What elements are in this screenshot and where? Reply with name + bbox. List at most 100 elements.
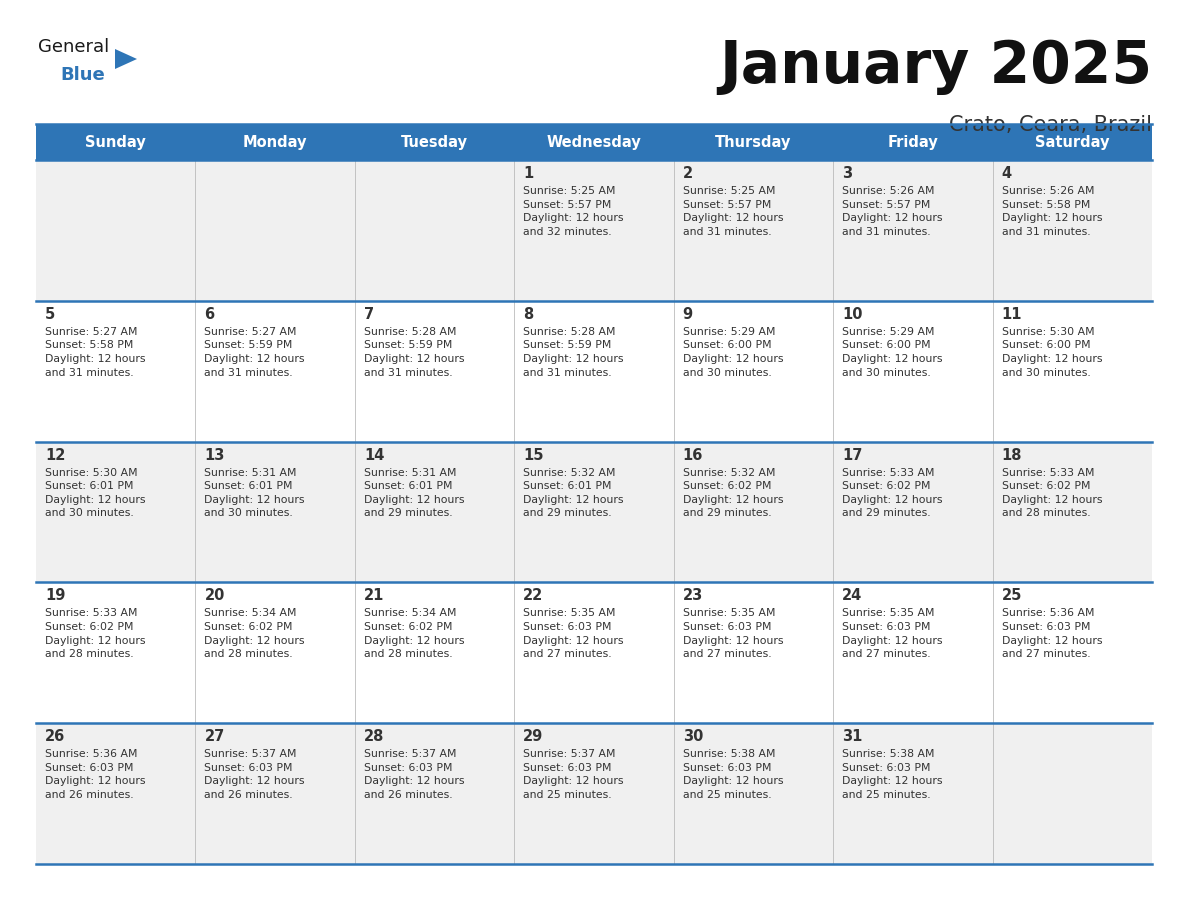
Text: 3: 3 [842,166,852,181]
Text: Sunrise: 5:35 AM
Sunset: 6:03 PM
Daylight: 12 hours
and 27 minutes.: Sunrise: 5:35 AM Sunset: 6:03 PM Dayligh… [523,609,624,659]
Text: Sunrise: 5:25 AM
Sunset: 5:57 PM
Daylight: 12 hours
and 31 minutes.: Sunrise: 5:25 AM Sunset: 5:57 PM Dayligh… [683,186,783,237]
Bar [674,442,833,582]
Bar [196,124,355,160]
Bar [833,582,992,723]
Text: Sunrise: 5:31 AM
Sunset: 6:01 PM
Daylight: 12 hours
and 30 minutes.: Sunrise: 5:31 AM Sunset: 6:01 PM Dayligh… [204,467,305,519]
Bar [833,723,992,864]
Bar [355,124,514,160]
Text: 15: 15 [523,448,544,463]
Bar [992,582,1152,723]
Text: 28: 28 [364,729,384,744]
Text: General: General [38,38,109,56]
Text: Thursday: Thursday [715,135,791,150]
Bar [196,723,355,864]
Text: 1: 1 [523,166,533,181]
Text: Monday: Monday [242,135,308,150]
Text: Sunrise: 5:26 AM
Sunset: 5:58 PM
Daylight: 12 hours
and 31 minutes.: Sunrise: 5:26 AM Sunset: 5:58 PM Dayligh… [1001,186,1102,237]
Text: 18: 18 [1001,448,1022,463]
Text: 4: 4 [1001,166,1012,181]
Text: Friday: Friday [887,135,939,150]
Text: Sunrise: 5:34 AM
Sunset: 6:02 PM
Daylight: 12 hours
and 28 minutes.: Sunrise: 5:34 AM Sunset: 6:02 PM Dayligh… [204,609,305,659]
Text: January 2025: January 2025 [719,38,1152,95]
Text: Sunrise: 5:28 AM
Sunset: 5:59 PM
Daylight: 12 hours
and 31 minutes.: Sunrise: 5:28 AM Sunset: 5:59 PM Dayligh… [364,327,465,377]
Text: 27: 27 [204,729,225,744]
Text: Sunrise: 5:35 AM
Sunset: 6:03 PM
Daylight: 12 hours
and 27 minutes.: Sunrise: 5:35 AM Sunset: 6:03 PM Dayligh… [842,609,942,659]
Text: Sunrise: 5:29 AM
Sunset: 6:00 PM
Daylight: 12 hours
and 30 minutes.: Sunrise: 5:29 AM Sunset: 6:00 PM Dayligh… [842,327,942,377]
Text: Sunrise: 5:27 AM
Sunset: 5:58 PM
Daylight: 12 hours
and 31 minutes.: Sunrise: 5:27 AM Sunset: 5:58 PM Dayligh… [45,327,145,377]
Bar [992,301,1152,442]
Text: Sunrise: 5:35 AM
Sunset: 6:03 PM
Daylight: 12 hours
and 27 minutes.: Sunrise: 5:35 AM Sunset: 6:03 PM Dayligh… [683,609,783,659]
Bar [36,582,196,723]
Text: Wednesday: Wednesday [546,135,642,150]
Text: Sunrise: 5:34 AM
Sunset: 6:02 PM
Daylight: 12 hours
and 28 minutes.: Sunrise: 5:34 AM Sunset: 6:02 PM Dayligh… [364,609,465,659]
Text: 20: 20 [204,588,225,603]
Text: 8: 8 [523,307,533,322]
Text: 22: 22 [523,588,544,603]
Text: Sunrise: 5:36 AM
Sunset: 6:03 PM
Daylight: 12 hours
and 27 minutes.: Sunrise: 5:36 AM Sunset: 6:03 PM Dayligh… [1001,609,1102,659]
Bar [514,301,674,442]
Text: Sunrise: 5:36 AM
Sunset: 6:03 PM
Daylight: 12 hours
and 26 minutes.: Sunrise: 5:36 AM Sunset: 6:03 PM Dayligh… [45,749,145,800]
Text: 11: 11 [1001,307,1022,322]
Bar [992,442,1152,582]
Bar [355,301,514,442]
Bar [196,301,355,442]
Bar [992,160,1152,301]
Bar [514,582,674,723]
Text: Sunrise: 5:30 AM
Sunset: 6:00 PM
Daylight: 12 hours
and 30 minutes.: Sunrise: 5:30 AM Sunset: 6:00 PM Dayligh… [1001,327,1102,377]
Text: Tuesday: Tuesday [402,135,468,150]
Text: 23: 23 [683,588,703,603]
Bar [196,442,355,582]
Bar [833,124,992,160]
Text: 14: 14 [364,448,384,463]
Bar [674,582,833,723]
Bar [833,442,992,582]
Text: 25: 25 [1001,588,1022,603]
Bar [36,723,196,864]
Text: 19: 19 [45,588,65,603]
Text: Sunrise: 5:32 AM
Sunset: 6:01 PM
Daylight: 12 hours
and 29 minutes.: Sunrise: 5:32 AM Sunset: 6:01 PM Dayligh… [523,467,624,519]
Text: 30: 30 [683,729,703,744]
Bar [833,160,992,301]
Bar [674,301,833,442]
Text: 7: 7 [364,307,374,322]
Text: 13: 13 [204,448,225,463]
Text: 24: 24 [842,588,862,603]
Text: Sunrise: 5:37 AM
Sunset: 6:03 PM
Daylight: 12 hours
and 26 minutes.: Sunrise: 5:37 AM Sunset: 6:03 PM Dayligh… [204,749,305,800]
Text: Sunrise: 5:31 AM
Sunset: 6:01 PM
Daylight: 12 hours
and 29 minutes.: Sunrise: 5:31 AM Sunset: 6:01 PM Dayligh… [364,467,465,519]
Text: Sunrise: 5:38 AM
Sunset: 6:03 PM
Daylight: 12 hours
and 25 minutes.: Sunrise: 5:38 AM Sunset: 6:03 PM Dayligh… [842,749,942,800]
Text: Sunrise: 5:38 AM
Sunset: 6:03 PM
Daylight: 12 hours
and 25 minutes.: Sunrise: 5:38 AM Sunset: 6:03 PM Dayligh… [683,749,783,800]
Text: Sunrise: 5:26 AM
Sunset: 5:57 PM
Daylight: 12 hours
and 31 minutes.: Sunrise: 5:26 AM Sunset: 5:57 PM Dayligh… [842,186,942,237]
Text: 5: 5 [45,307,56,322]
Bar [833,301,992,442]
Text: Sunrise: 5:28 AM
Sunset: 5:59 PM
Daylight: 12 hours
and 31 minutes.: Sunrise: 5:28 AM Sunset: 5:59 PM Dayligh… [523,327,624,377]
Bar [36,442,196,582]
Text: Sunrise: 5:33 AM
Sunset: 6:02 PM
Daylight: 12 hours
and 28 minutes.: Sunrise: 5:33 AM Sunset: 6:02 PM Dayligh… [45,609,145,659]
Text: Saturday: Saturday [1035,135,1110,150]
Text: Sunrise: 5:37 AM
Sunset: 6:03 PM
Daylight: 12 hours
and 25 minutes.: Sunrise: 5:37 AM Sunset: 6:03 PM Dayligh… [523,749,624,800]
Text: Sunrise: 5:33 AM
Sunset: 6:02 PM
Daylight: 12 hours
and 29 minutes.: Sunrise: 5:33 AM Sunset: 6:02 PM Dayligh… [842,467,942,519]
Text: 12: 12 [45,448,65,463]
Bar [514,160,674,301]
Bar [992,723,1152,864]
Text: Crato, Ceara, Brazil: Crato, Ceara, Brazil [949,115,1152,135]
Text: Sunday: Sunday [86,135,146,150]
Bar [36,301,196,442]
Text: 26: 26 [45,729,65,744]
Text: Blue: Blue [61,66,105,84]
Bar [355,582,514,723]
Bar [514,723,674,864]
Text: Sunrise: 5:25 AM
Sunset: 5:57 PM
Daylight: 12 hours
and 32 minutes.: Sunrise: 5:25 AM Sunset: 5:57 PM Dayligh… [523,186,624,237]
Text: Sunrise: 5:29 AM
Sunset: 6:00 PM
Daylight: 12 hours
and 30 minutes.: Sunrise: 5:29 AM Sunset: 6:00 PM Dayligh… [683,327,783,377]
Text: 21: 21 [364,588,384,603]
Text: 9: 9 [683,307,693,322]
Bar [196,582,355,723]
Bar [674,723,833,864]
Bar [355,723,514,864]
Text: Sunrise: 5:33 AM
Sunset: 6:02 PM
Daylight: 12 hours
and 28 minutes.: Sunrise: 5:33 AM Sunset: 6:02 PM Dayligh… [1001,467,1102,519]
Text: 29: 29 [523,729,544,744]
Text: 6: 6 [204,307,215,322]
Text: Sunrise: 5:37 AM
Sunset: 6:03 PM
Daylight: 12 hours
and 26 minutes.: Sunrise: 5:37 AM Sunset: 6:03 PM Dayligh… [364,749,465,800]
Bar [992,124,1152,160]
Text: Sunrise: 5:27 AM
Sunset: 5:59 PM
Daylight: 12 hours
and 31 minutes.: Sunrise: 5:27 AM Sunset: 5:59 PM Dayligh… [204,327,305,377]
Bar [355,160,514,301]
